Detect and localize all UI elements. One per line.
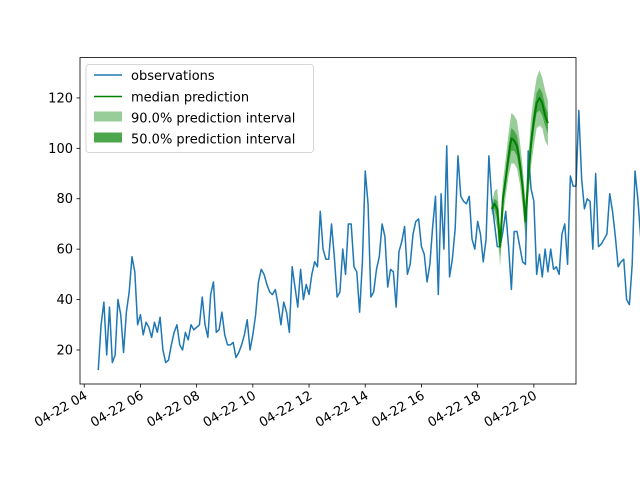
y-tick-label: 120 xyxy=(48,91,73,106)
legend-box xyxy=(85,64,314,153)
observations-line xyxy=(97,109,640,371)
legend-label-90-interval: 90.0% prediction interval xyxy=(131,112,295,127)
y-tick-label: 20 xyxy=(56,343,73,358)
y-tick-label: 80 xyxy=(56,192,73,207)
legend-label-median-prediction: median prediction xyxy=(131,91,249,106)
series-lines xyxy=(97,96,640,371)
y-axis: 20 40 60 80 100 120 xyxy=(48,91,80,358)
median-prediction-line xyxy=(490,96,549,248)
legend-label-50-interval: 50.0% prediction interval xyxy=(131,133,295,148)
y-tick-label: 60 xyxy=(56,243,73,258)
legend: observations median prediction 90.0% pre… xyxy=(85,64,314,153)
interval-band-50 xyxy=(491,87,548,257)
legend-swatch-90-interval xyxy=(94,111,122,122)
legend-label-observations: observations xyxy=(131,69,215,84)
legend-swatch-50-interval xyxy=(94,132,122,143)
plot-frame xyxy=(79,57,577,385)
y-tick-label: 100 xyxy=(48,142,73,157)
y-tick-label: 40 xyxy=(56,293,73,308)
